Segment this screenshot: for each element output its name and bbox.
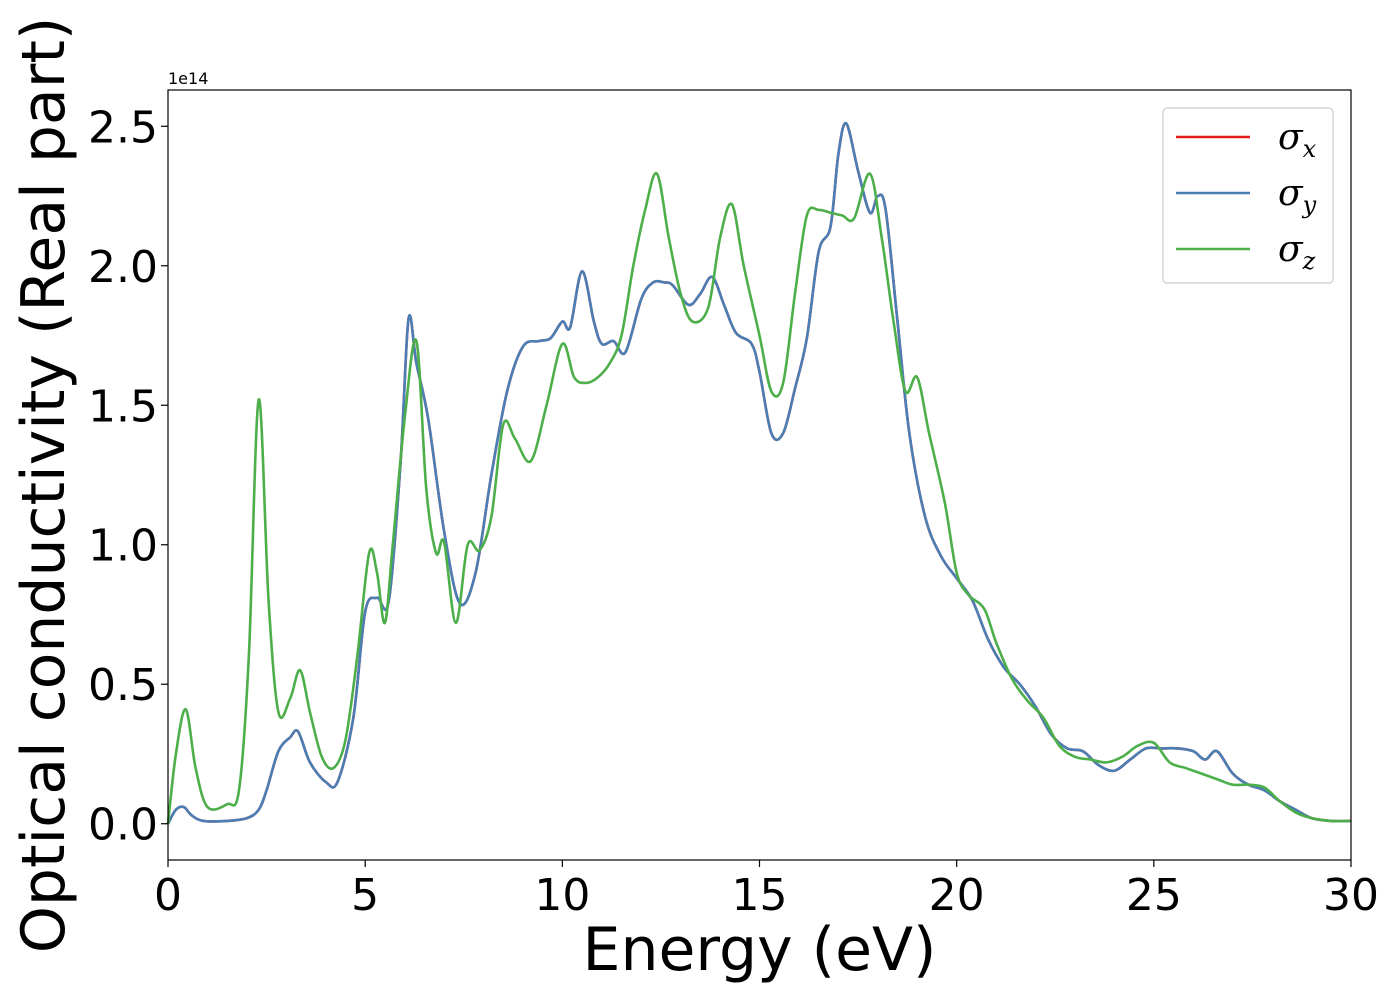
x-tick-label: 10 bbox=[534, 870, 590, 921]
series-line-y bbox=[166, 121, 1352, 825]
y-tick-label: 0.5 bbox=[88, 660, 158, 711]
y-tick-label: 2.0 bbox=[88, 242, 158, 293]
y-tick-label: 1.5 bbox=[88, 381, 158, 432]
x-tick-label: 5 bbox=[351, 870, 379, 921]
x-tick-label: 0 bbox=[154, 870, 182, 921]
series-line-z bbox=[166, 171, 1352, 824]
y-offset-text: 1e14 bbox=[168, 69, 208, 88]
legend-label-x: σx bbox=[1278, 117, 1317, 163]
legend-box bbox=[1162, 107, 1334, 284]
legend-label-y: σy bbox=[1278, 173, 1317, 219]
y-tick-label: 2.5 bbox=[88, 102, 158, 153]
x-tick-label: 25 bbox=[1126, 870, 1182, 921]
y-tick-label: 1.0 bbox=[88, 521, 158, 572]
x-axis-title: Energy (eV) bbox=[583, 915, 937, 985]
legend-label-z: σz bbox=[1278, 229, 1316, 275]
x-axis: 0 5 10 15 20 25 30 bbox=[154, 860, 1379, 921]
plot-area bbox=[166, 121, 1352, 825]
y-tick-label: 0.0 bbox=[88, 800, 158, 851]
y-axis: 0.0 0.5 1.0 1.5 2.0 2.5 bbox=[88, 102, 168, 851]
legend: σx σy σz bbox=[1162, 107, 1334, 284]
x-tick-label: 15 bbox=[732, 870, 788, 921]
x-tick-label: 20 bbox=[929, 870, 985, 921]
x-tick-label: 30 bbox=[1323, 870, 1379, 921]
y-axis-title: Optical conductivity (Real part) bbox=[9, 17, 79, 954]
